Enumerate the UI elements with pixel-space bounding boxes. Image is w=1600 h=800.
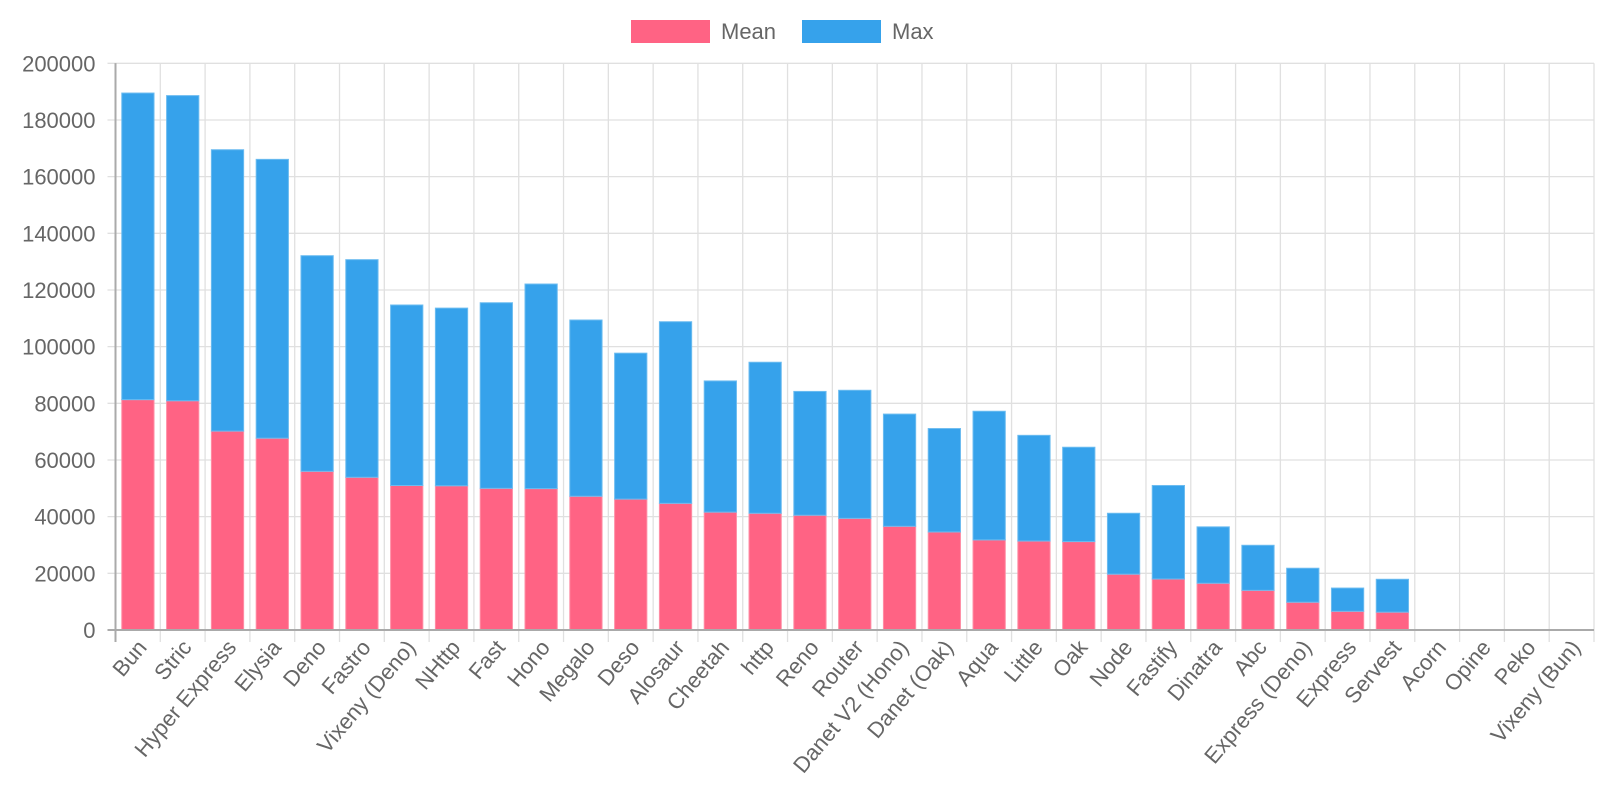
y-tick-label: 120000 xyxy=(22,278,95,303)
y-tick-label: 200000 xyxy=(22,51,95,76)
bar-max-bun xyxy=(121,92,155,401)
axes xyxy=(114,63,1594,631)
bar-mean-aqua xyxy=(972,539,1006,631)
x-tick-label: Little xyxy=(999,635,1048,687)
legend-swatch-max xyxy=(802,20,881,43)
bar-mean-fast xyxy=(479,487,513,631)
bar-mean-danet-v2-hono xyxy=(882,525,917,631)
bar-max-little xyxy=(1017,434,1051,542)
bar-max-deno xyxy=(300,255,334,472)
bar-mean-express xyxy=(1330,610,1365,631)
legend-item-mean[interactable]: Mean xyxy=(631,19,776,44)
bar-max-express xyxy=(1330,587,1365,612)
bar-mean-abc xyxy=(1241,589,1275,631)
bar-mean-bun xyxy=(121,399,155,631)
bar-max-router xyxy=(838,389,872,519)
bar-mean-deno xyxy=(300,470,334,631)
x-tick-label: NHttp xyxy=(410,635,465,694)
legend-label: Max xyxy=(892,19,934,44)
bar-max-alosaur xyxy=(658,321,693,504)
bar-max-node xyxy=(1106,512,1141,575)
bar-max-stric xyxy=(166,95,200,402)
x-tick-label: Aqua xyxy=(951,635,1004,691)
bar-max-servest xyxy=(1375,578,1410,613)
bar-mean-elysia xyxy=(255,437,289,631)
y-tick-label: 0 xyxy=(83,618,95,643)
bar-max-elysia xyxy=(255,158,289,439)
y-tick-label: 20000 xyxy=(34,561,95,586)
bar-max-hono xyxy=(524,283,558,490)
bar-mean-cheetah xyxy=(703,511,737,631)
bar-mean-node xyxy=(1106,573,1141,631)
bar-mean-fastro xyxy=(345,476,379,631)
x-tick-label: Acorn xyxy=(1395,635,1451,695)
bar-mean-fastify xyxy=(1151,578,1186,631)
legend-label: Mean xyxy=(721,19,776,44)
bar-mean-danet-oak xyxy=(927,531,961,631)
bar-mean-megalo xyxy=(569,495,603,631)
bar-max-nhttp xyxy=(434,307,469,487)
bar-mean-deso xyxy=(614,498,648,631)
bar-max-deso xyxy=(614,352,648,500)
bar-mean-express-deno xyxy=(1286,601,1320,631)
legend-swatch-mean xyxy=(631,20,710,43)
y-axis-ticks: 0 20000 40000 60000 80000 100000 120000 140000 1… xyxy=(22,51,95,643)
bar-max-fastro xyxy=(345,259,379,478)
bar-mean-hyper-express xyxy=(210,430,245,631)
bar-max-hyper-express xyxy=(210,149,245,432)
bar-mean-servest xyxy=(1375,611,1410,631)
bar-mean-nhttp xyxy=(434,485,469,631)
bar-max-express-deno xyxy=(1286,567,1320,603)
y-tick-label: 160000 xyxy=(22,165,95,190)
legend-item-max[interactable]: Max xyxy=(802,19,934,44)
y-tick-label: 140000 xyxy=(22,221,95,246)
bar-mean-little xyxy=(1017,540,1051,631)
bar-mean-alosaur xyxy=(658,502,693,631)
bar-max-megalo xyxy=(569,319,603,497)
y-tick-label: 40000 xyxy=(34,505,95,530)
bar-mean-router xyxy=(838,517,872,631)
x-tick-label: Bun xyxy=(107,635,151,681)
bar-mean-vixeny-deno xyxy=(390,484,424,631)
y-tick-label: 80000 xyxy=(34,391,95,416)
bar-max-fast xyxy=(479,302,513,489)
y-tick-label: 60000 xyxy=(34,448,95,473)
bar-mean-reno xyxy=(793,514,827,631)
x-tick-label: Elysia xyxy=(229,635,286,697)
legend: Mean Max xyxy=(631,19,934,44)
bar-max-reno xyxy=(793,390,827,516)
y-tick-label: 100000 xyxy=(22,335,95,360)
bar-max-cheetah xyxy=(703,380,737,513)
bar-max-fastify xyxy=(1151,484,1186,580)
x-tick-label: Opine xyxy=(1439,635,1496,696)
y-tick-label: 180000 xyxy=(22,108,95,133)
bar-mean-dinatra xyxy=(1196,582,1230,631)
bar-max-abc xyxy=(1241,544,1275,591)
bar-mean-hono xyxy=(524,488,558,631)
bar-mean-http xyxy=(748,512,782,631)
bar-max-vixeny-deno xyxy=(390,304,424,486)
bar-max-http xyxy=(748,361,782,514)
bars xyxy=(121,92,1410,631)
bar-max-danet-oak xyxy=(927,428,961,533)
bar-max-dinatra xyxy=(1196,526,1230,584)
bar-max-aqua xyxy=(972,410,1006,541)
bar-mean-oak xyxy=(1062,541,1096,631)
bar-max-danet-v2-hono xyxy=(882,413,917,527)
bar-mean-stric xyxy=(166,400,200,631)
bar-max-oak xyxy=(1062,446,1096,543)
